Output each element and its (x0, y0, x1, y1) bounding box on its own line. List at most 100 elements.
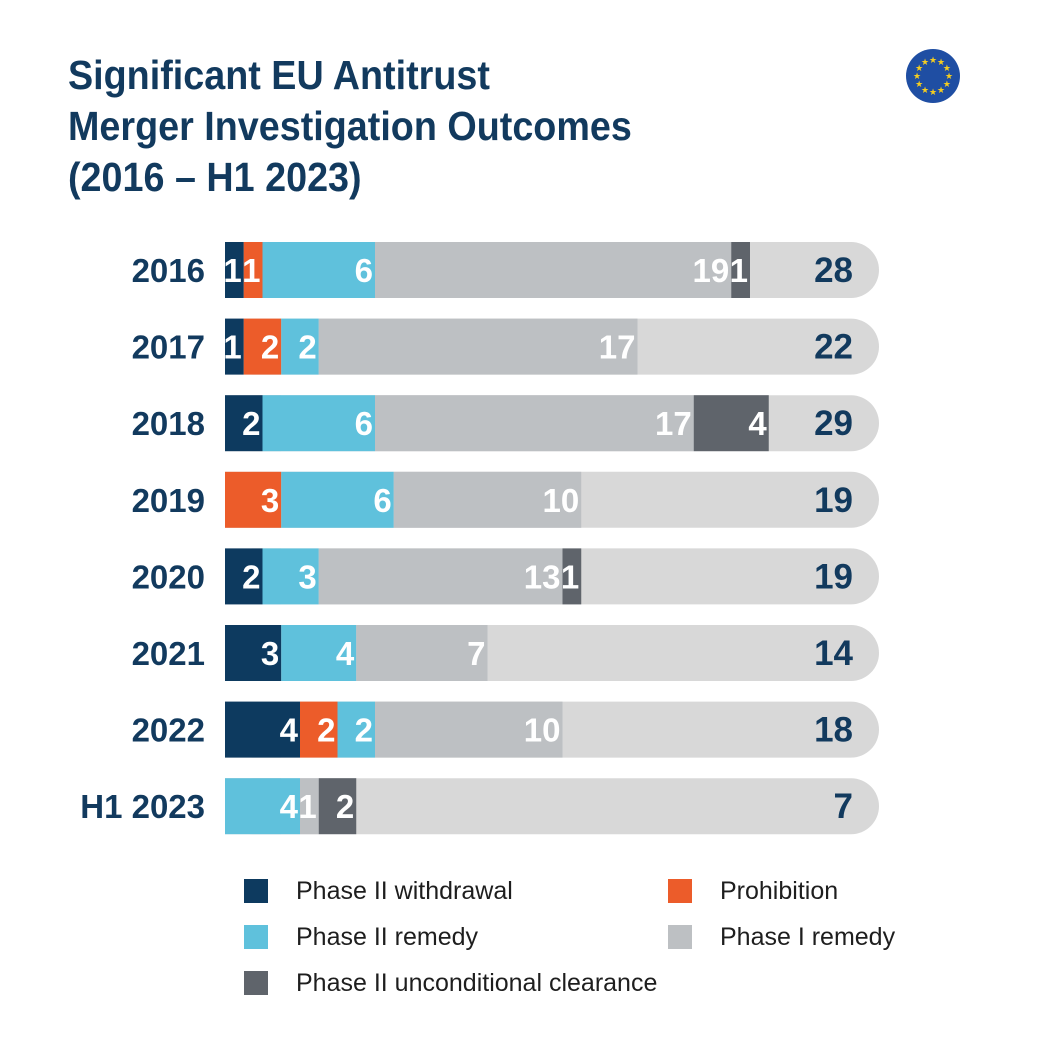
legend-label: Phase II withdrawal (296, 876, 513, 905)
segment-value-label: 2 (298, 329, 316, 366)
segment-value-label: 4 (748, 405, 767, 442)
chart-title-line-3: (2016 – H1 2023) (68, 154, 362, 200)
eu-star-icon: ★ (929, 88, 937, 98)
eu-star-icon: ★ (945, 72, 953, 82)
segment-value-label: 1 (561, 558, 579, 595)
segment-value-label: 2 (261, 329, 279, 366)
bar-segment-phase-ii-remedy (281, 318, 319, 375)
segment-value-label: 1 (730, 252, 748, 289)
segment-value-label: 1 (298, 788, 316, 825)
eu-flag-icon: ★★★★★★★★★ ★ ★★ (906, 49, 960, 103)
bar-segment-phase-ii-remedy (262, 242, 375, 298)
bar-row-2019: 2019 3 6 10 19 (132, 471, 879, 528)
bar-segment-prohibition (243, 318, 282, 375)
eu-star-icon: ★ (915, 64, 923, 74)
legend-swatch-prohibition (668, 879, 692, 903)
total-label: 7 (834, 787, 853, 826)
bar-segment-phase-i-remedy (356, 625, 488, 681)
bar-segment-prohibition (243, 242, 263, 298)
bar-segment-phase-i-remedy (375, 242, 732, 298)
category-label: 2016 (132, 252, 205, 289)
bar-segment-phase-ii-remedy (337, 701, 375, 758)
segment-value-label: 1 (223, 252, 241, 289)
segment-value-label: 6 (355, 252, 373, 289)
legend-label: Phase I remedy (720, 922, 896, 951)
segment-value-label: 10 (543, 482, 580, 519)
category-label: 2022 (132, 712, 205, 749)
segment-value-label: 3 (261, 482, 279, 519)
bar-segment-phase-ii-remedy (225, 778, 300, 835)
legend-swatch-phase-ii-unconditional-clearance (244, 971, 268, 995)
bar-row-2022: 2022 4 2 2 10 18 (132, 701, 879, 758)
bar-segment-phase-ii-unconditional-clearance (731, 242, 750, 298)
bar-segment-phase-ii-unconditional-clearance (562, 548, 582, 605)
category-label: 2020 (132, 558, 205, 595)
legend-swatch-phase-i-remedy (668, 925, 692, 949)
total-label: 19 (814, 481, 853, 520)
segment-value-label: 2 (242, 405, 260, 442)
segment-value-label: 4 (336, 635, 355, 672)
total-label: 14 (814, 634, 853, 673)
bar-segment-phase-ii-remedy (281, 471, 394, 528)
eu-star-icon: ★ (937, 58, 945, 68)
bar-segment-phase-ii-withdrawal (225, 625, 282, 681)
bar-segment-phase-ii-withdrawal (225, 395, 263, 452)
segment-value-label: 2 (317, 712, 335, 749)
legend-item-prohibition: Prohibition (668, 876, 838, 906)
eu-flag-circle (906, 49, 960, 103)
category-label: H1 2023 (80, 788, 205, 825)
legend-label: Phase II remedy (296, 922, 479, 951)
bar-segment-phase-ii-withdrawal (225, 701, 300, 758)
legend-label: Prohibition (720, 876, 839, 905)
bar-row-2018: 2018 2 6 17 4 29 (132, 395, 879, 452)
bar-segment-phase-ii-withdrawal (225, 318, 244, 375)
bar-segment-prohibition (225, 471, 282, 528)
eu-star-icon: ★ (921, 58, 929, 68)
segment-value-label: 7 (467, 635, 485, 672)
legend-label: Phase II unconditional clearance (296, 968, 658, 997)
segment-value-label: 1 (223, 329, 241, 366)
legend-item-phase-ii-remedy: Phase II remedy (244, 922, 478, 952)
category-label: 2017 (132, 329, 205, 366)
bar-segment-phase-ii-remedy (262, 395, 375, 452)
eu-star-icon: ★ (915, 80, 923, 90)
eu-star-icon: ★ (943, 80, 951, 90)
segment-value-label: 10 (524, 712, 561, 749)
total-label: 22 (814, 328, 853, 367)
category-label: 2018 (132, 405, 205, 442)
bar-segment-phase-ii-withdrawal (225, 242, 244, 298)
segment-value-label: 19 (693, 252, 730, 289)
bar-track (225, 778, 879, 835)
segment-value-label: 2 (336, 788, 354, 825)
legend-item-phase-ii-withdrawal: Phase II withdrawal (244, 876, 513, 906)
eu-star-icon: ★ (937, 86, 945, 96)
segment-value-label: 13 (524, 558, 561, 595)
bar-segment-phase-ii-unconditional-clearance (693, 395, 769, 452)
legend-item-phase-ii-unconditional-clearance: Phase II unconditional clearance (244, 968, 657, 998)
bar-row-2020: 2020 2 3 13 1 19 (132, 548, 879, 605)
bar-segment-phase-i-remedy (393, 471, 582, 528)
bar-segment-phase-ii-remedy (262, 548, 319, 605)
total-label: 29 (814, 404, 853, 443)
eu-star-icon: ★ (929, 56, 937, 66)
segment-value-label: 6 (373, 482, 391, 519)
total-label: 28 (814, 251, 853, 290)
segment-value-label: 2 (242, 558, 260, 595)
segment-value-label: 1 (242, 252, 260, 289)
bar-row-2016: 2016 1 1 6 19 1 28 (132, 242, 879, 298)
eu-star-icon: ★ (943, 64, 951, 74)
legend-item-phase-i-remedy: Phase I remedy (668, 922, 895, 952)
segment-value-label: 3 (261, 635, 279, 672)
bar-segment-prohibition (300, 701, 338, 758)
segment-value-label: 17 (599, 329, 636, 366)
segment-value-label: 4 (280, 788, 299, 825)
category-label: 2021 (132, 635, 205, 672)
bar-segment-phase-i-remedy (318, 318, 638, 375)
segment-value-label: 6 (355, 405, 373, 442)
bar-row-2021: 2021 3 4 7 14 (132, 625, 879, 681)
bar-segment-phase-i-remedy (300, 778, 319, 835)
chart-title-line-1: Significant EU Antitrust (68, 52, 490, 98)
bar-segment-phase-ii-unconditional-clearance (318, 778, 357, 835)
legend-swatch-phase-ii-withdrawal (244, 879, 268, 903)
